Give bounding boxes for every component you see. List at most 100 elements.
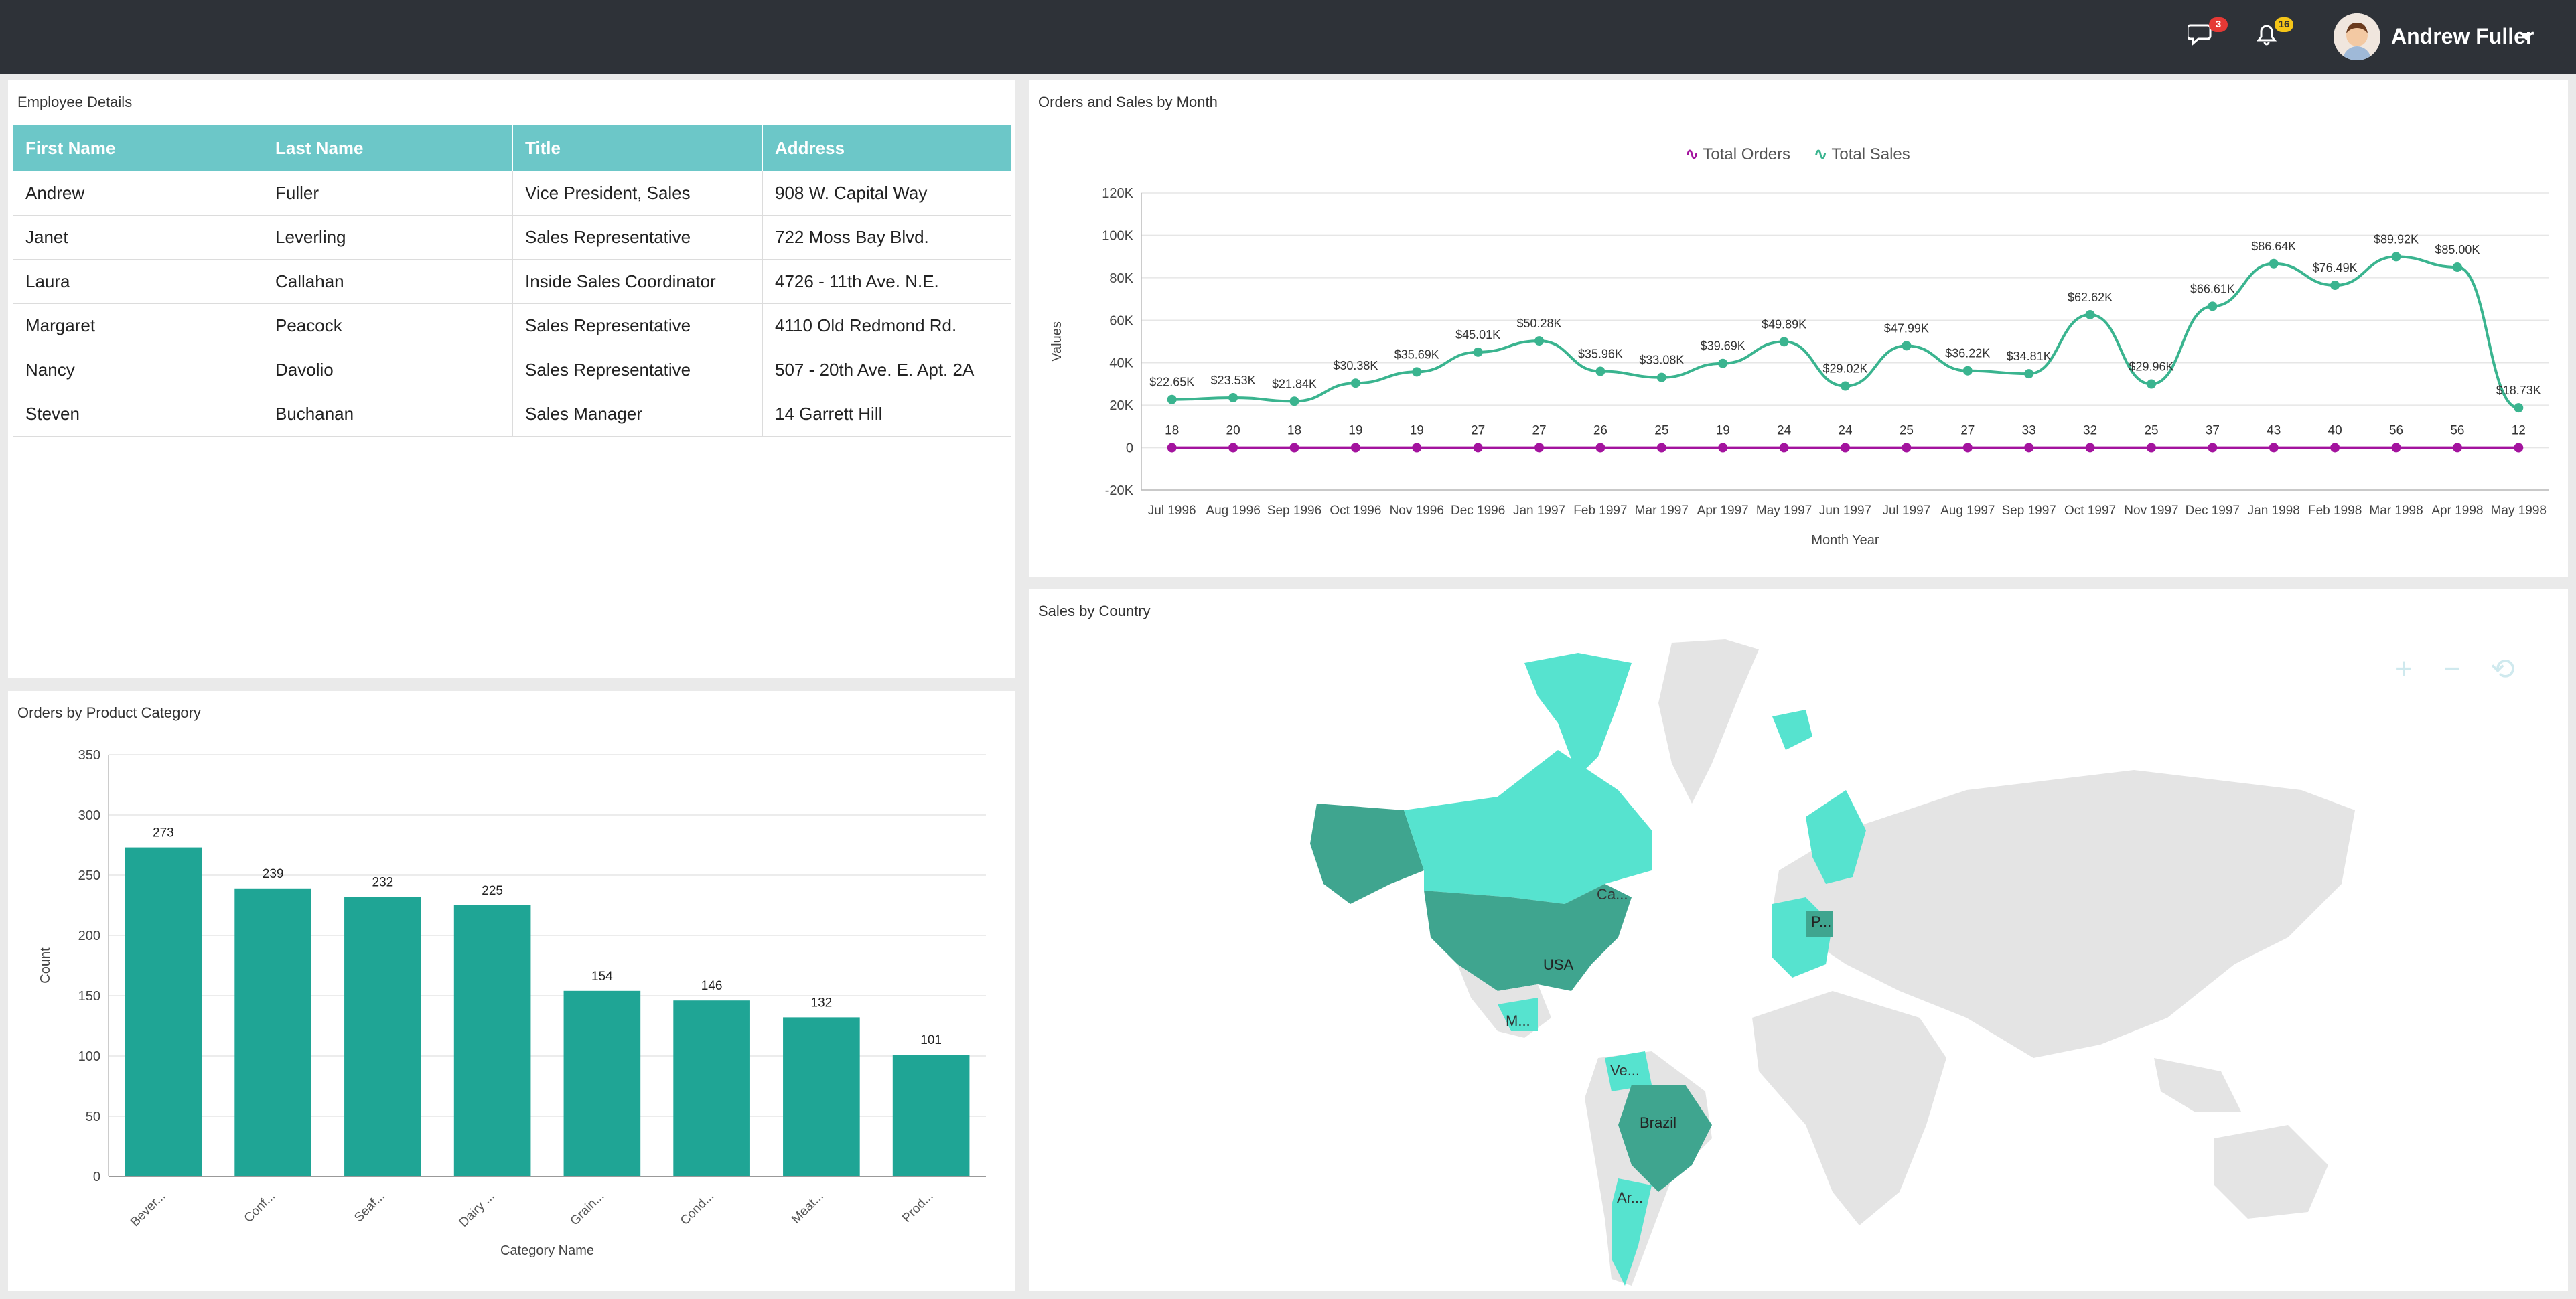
table-cell: 722 Moss Bay Blvd. — [762, 215, 1011, 260]
total-orders-data-label: 27 — [1471, 424, 1485, 438]
panel-title: Employee Details — [17, 94, 133, 110]
x-tick-label: Dec 1997 — [2186, 504, 2240, 518]
panel-title: Sales by Country — [1038, 603, 1151, 619]
reset-icon[interactable]: ⟲ — [2490, 653, 2515, 686]
table-cell: Sales Manager — [512, 392, 763, 437]
total-sales-point — [1289, 396, 1299, 406]
total-orders-data-label: 33 — [2022, 424, 2036, 438]
table-cell: Inside Sales Coordinator — [512, 259, 763, 304]
x-tick-label: Jul 1997 — [1882, 504, 1930, 518]
y-tick-label: 120K — [1102, 186, 1133, 201]
total-sales-data-label: $36.22K — [1945, 347, 1990, 360]
total-sales-data-label: $29.96K — [2129, 360, 2173, 374]
bar — [673, 1000, 750, 1176]
total-sales-data-label: $35.96K — [1578, 348, 1623, 361]
map-greenland — [1658, 639, 1759, 804]
map-canada — [1404, 750, 1652, 904]
total-sales-data-label: $29.02K — [1822, 362, 1867, 376]
column-header-title[interactable]: Title — [512, 125, 763, 171]
total-sales-point — [1534, 336, 1545, 346]
notifications-button[interactable]: 16 — [2253, 17, 2293, 48]
total-orders-point — [1412, 443, 1422, 453]
total-orders-point — [1779, 443, 1789, 453]
y-tick-label: -20K — [1105, 483, 1134, 498]
y-tick-label: 50 — [86, 1110, 100, 1124]
total-sales-point — [1228, 392, 1238, 402]
table-row[interactable]: Steven Buchanan Sales Manager 14 Garrett Hi… — [13, 392, 1011, 437]
user-avatar[interactable] — [2334, 13, 2380, 60]
bar-data-label: 154 — [591, 970, 613, 984]
x-tick-label: Nov 1997 — [2124, 504, 2178, 518]
map-brazil — [1618, 1085, 1712, 1192]
legend-total-sales[interactable]: ∿ Total Sales — [1814, 145, 1910, 164]
avatar-icon — [2334, 13, 2380, 60]
user-menu-caret-icon[interactable] — [2520, 33, 2533, 40]
bar — [892, 1055, 970, 1176]
x-tick-label: May 1998 — [2491, 504, 2547, 518]
table-row[interactable]: Nancy Davolio Sales Representative 507 - 20… — [13, 348, 1011, 392]
map-canada-arctic — [1524, 653, 1632, 777]
table-row[interactable]: Andrew Fuller Vice President, Sales 908 W. … — [13, 171, 1011, 216]
total-orders-data-label: 56 — [2450, 424, 2464, 438]
employee-table: First Name Last Name Title Address Andre… — [13, 125, 1011, 437]
table-cell: Leverling — [263, 215, 513, 260]
column-header-first-name[interactable]: First Name — [13, 125, 263, 171]
map-africa — [1752, 991, 1946, 1225]
total-sales-data-label: $49.89K — [1762, 317, 1806, 331]
x-tick-label: Grain... — [567, 1189, 607, 1229]
map-label: Ar... — [1617, 1189, 1643, 1206]
total-sales-point — [1473, 347, 1483, 357]
zoom-in-icon[interactable]: + — [2395, 652, 2413, 685]
panel-title: Orders and Sales by Month — [1038, 94, 1218, 110]
total-sales-point — [1962, 366, 1973, 376]
x-tick-label: Cond... — [678, 1189, 717, 1228]
messages-button[interactable]: 3 — [2186, 17, 2228, 48]
map-eurasia — [1772, 770, 2355, 1058]
y-tick-label: 0 — [93, 1170, 100, 1185]
map-alaska — [1310, 804, 1424, 904]
table-cell: Laura — [13, 259, 263, 304]
column-header-address[interactable]: Address — [762, 125, 1011, 171]
total-orders-data-label: 37 — [2206, 424, 2220, 438]
map-mexico-highlight — [1498, 998, 1538, 1031]
x-tick-label: Dec 1996 — [1451, 504, 1505, 518]
table-row[interactable]: Laura Callahan Inside Sales Coordinator 472… — [13, 259, 1011, 304]
table-header-row: First Name Last Name Title Address — [13, 125, 1011, 171]
total-orders-data-label: 27 — [1532, 424, 1546, 438]
total-sales-data-label: $39.69K — [1701, 339, 1745, 353]
x-tick-label: Jul 1996 — [1148, 504, 1196, 518]
total-sales-point — [1718, 358, 1728, 368]
total-sales-data-label: $62.62K — [2068, 291, 2113, 304]
map-usa — [1424, 884, 1632, 991]
total-sales-data-label: $50.28K — [1517, 317, 1562, 330]
total-orders-data-label: 32 — [2083, 424, 2097, 438]
x-tick-label: Sep 1997 — [2001, 504, 2056, 518]
total-orders-data-label: 43 — [2267, 424, 2281, 438]
user-name[interactable]: Andrew Fuller — [2391, 24, 2534, 48]
total-orders-data-label: 12 — [2512, 424, 2526, 438]
x-axis-title: Category Name — [500, 1243, 594, 1258]
table-cell: Peacock — [263, 303, 513, 348]
table-row[interactable]: Janet Leverling Sales Representative 722 Mo… — [13, 215, 1011, 260]
total-orders-point — [1902, 443, 1912, 453]
line-chart: -20K 0 20K 40K 60K 80K 100K 120K Jul 1996 Aug 199… — [1050, 186, 2549, 548]
bar — [344, 897, 421, 1176]
world-map: Ca... USA M... Ve... Brazil Ar... P... — [1310, 639, 2355, 1286]
table-row[interactable]: Margaret Peacock Sales Representative 4110 … — [13, 303, 1011, 348]
total-orders-data-label: 19 — [1410, 424, 1424, 438]
legend-total-orders[interactable]: ∿ Total Orders — [1685, 145, 1790, 164]
total-orders-data-label: 40 — [2328, 424, 2342, 438]
total-orders-data-label: 24 — [1777, 424, 1792, 438]
total-sales-data-label: $30.38K — [1333, 359, 1378, 372]
total-sales-point — [1350, 378, 1360, 388]
map-scandinavia — [1806, 790, 1866, 884]
total-orders-point — [2452, 443, 2462, 453]
zoom-out-icon[interactable]: − — [2443, 652, 2461, 685]
total-sales-data-label: $89.92K — [2374, 232, 2419, 246]
total-orders-point — [2391, 443, 2401, 453]
x-tick-label: Jun 1997 — [1819, 504, 1871, 518]
total-sales-point — [2330, 280, 2340, 290]
column-header-last-name[interactable]: Last Name — [263, 125, 513, 171]
total-orders-point — [2330, 443, 2340, 453]
total-sales-line — [1171, 255, 2519, 410]
